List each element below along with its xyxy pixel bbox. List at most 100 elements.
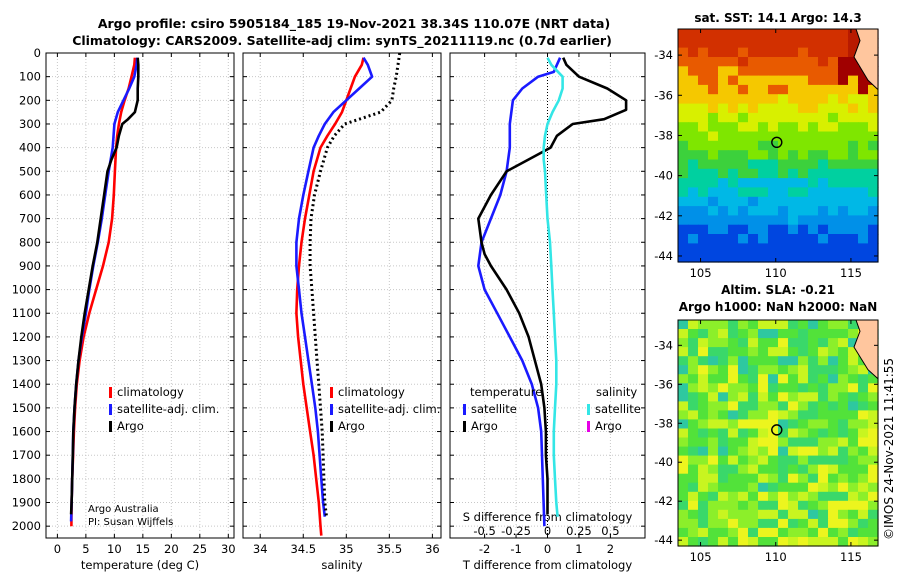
map-cell: [818, 206, 829, 216]
map-cell: [788, 329, 799, 339]
map-cell: [818, 338, 829, 348]
map-cell: [678, 491, 689, 502]
map-cell: [698, 410, 709, 420]
map-cell: [688, 140, 699, 151]
map-cell: [748, 29, 759, 39]
legend-swatch: [587, 421, 590, 432]
map-cell: [748, 252, 759, 263]
map-cell: [758, 392, 769, 402]
y-tick-label: 400: [19, 141, 41, 155]
y-tick-label: 1300: [12, 354, 41, 368]
map-cell: [698, 374, 709, 384]
map-cell: [808, 509, 819, 520]
map-cell: [718, 206, 729, 216]
map-cell: [708, 196, 719, 207]
map-cell: [678, 66, 689, 77]
map-cell: [758, 537, 769, 547]
map-cell: [838, 383, 849, 393]
map-cell: [698, 140, 709, 151]
map-cell: [718, 365, 729, 375]
map-x-tick-label: 115: [840, 550, 862, 564]
map-cell: [818, 365, 829, 375]
map-cell: [838, 320, 849, 330]
map-cell: [738, 196, 749, 207]
map-cell: [748, 347, 759, 357]
map-cell: [798, 401, 809, 411]
map-cell: [748, 365, 759, 375]
map-cell: [768, 401, 779, 411]
map-cell: [738, 509, 749, 520]
map-cell: [728, 47, 739, 58]
map-cell: [858, 159, 869, 170]
map-frame: [677, 28, 879, 263]
map-cell: [828, 187, 839, 198]
map-cell: [738, 206, 749, 216]
map-cell: [758, 234, 769, 244]
map-cell: [688, 401, 699, 411]
map-cell: [768, 75, 779, 86]
map-cell: [848, 509, 859, 520]
map-cell: [738, 338, 749, 348]
map-cell: [788, 75, 799, 86]
x-axis-label: salinity: [321, 558, 362, 572]
map-cell: [688, 320, 699, 330]
map-cell: [708, 159, 719, 170]
map-cell: [748, 159, 759, 170]
map-cell: [828, 47, 839, 58]
map-cell: [798, 383, 809, 393]
map-cell: [788, 150, 799, 161]
map-cell: [828, 224, 839, 235]
map-cell: [698, 347, 709, 357]
map-cell: [788, 437, 799, 448]
map-cell: [738, 410, 749, 420]
map-cell: [698, 131, 709, 142]
map-cell: [828, 252, 839, 263]
map-cell: [858, 234, 869, 244]
map-cell: [788, 159, 799, 170]
map-cell: [688, 509, 699, 520]
map-cell: [768, 491, 779, 502]
legend-swatch: [463, 421, 466, 432]
map-cell: [808, 94, 819, 105]
map-cell: [758, 243, 769, 254]
legend-title-temperature: temperature: [470, 385, 542, 399]
map-cell: [728, 509, 739, 520]
argo-float-marker: [771, 424, 783, 436]
map-cell: [678, 527, 689, 538]
map-cell: [838, 338, 849, 348]
map-cell: [858, 518, 869, 529]
map-cell: [708, 518, 719, 529]
map-cell: [708, 401, 719, 411]
map-cell: [808, 112, 819, 123]
map-cell: [808, 491, 819, 502]
map-cell: [868, 103, 879, 114]
map-cell: [688, 392, 699, 402]
map-cell: [678, 437, 689, 448]
legend-entry: Argo: [117, 419, 144, 433]
y-tick-label: 100: [19, 70, 41, 84]
map-cell: [708, 410, 719, 420]
map-cell: [778, 419, 789, 429]
map-cell: [718, 84, 729, 95]
map-cell: [788, 320, 799, 330]
map-cell: [868, 243, 879, 254]
map-cell: [868, 401, 879, 411]
map-cell: [698, 196, 709, 207]
map-cell: [678, 482, 689, 493]
map-cell: [848, 47, 859, 58]
x-tick-label-secondary: 0.5: [601, 524, 619, 538]
map-y-tick-label: -42: [654, 494, 673, 508]
map-cell: [838, 47, 849, 58]
map-cell: [768, 103, 779, 114]
map-cell: [858, 75, 869, 86]
map-cell: [768, 66, 779, 77]
map-cell: [708, 428, 719, 439]
map-cell: [768, 338, 779, 348]
map-cell: [868, 94, 879, 105]
map-cell: [788, 527, 799, 538]
map-cell: [828, 428, 839, 439]
map-cell: [748, 103, 759, 114]
map-cell: [818, 419, 829, 429]
map-cell: [688, 38, 699, 49]
map-cell: [868, 224, 879, 235]
